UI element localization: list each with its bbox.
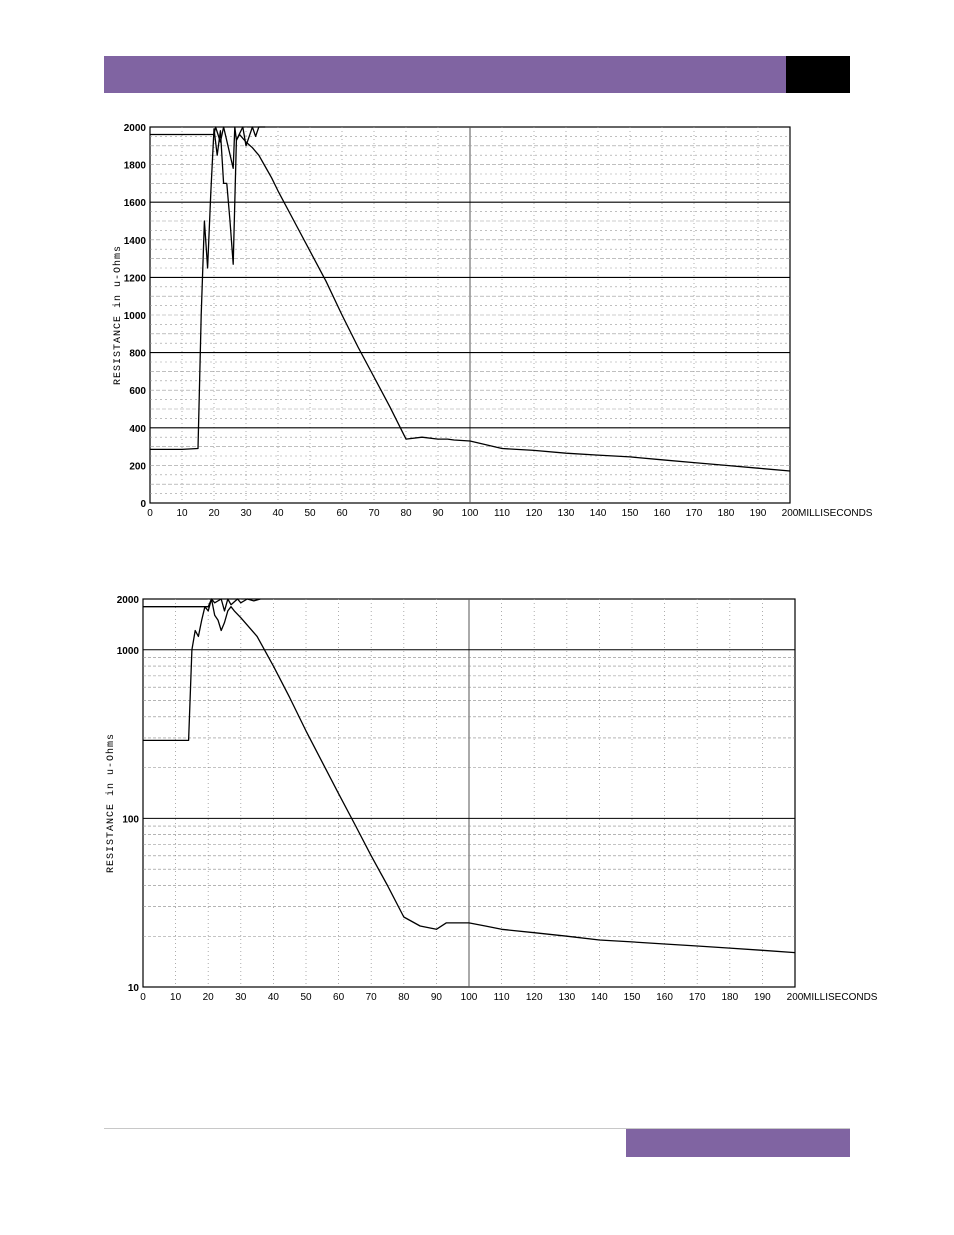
y-tick-label: 2000 — [117, 595, 140, 606]
x-tick-label: 100 — [461, 992, 478, 1003]
x-tick-label: 180 — [721, 992, 738, 1003]
footer-bar — [626, 1129, 850, 1157]
x-tick-label: 150 — [624, 992, 641, 1003]
y-tick-label: 600 — [129, 386, 146, 397]
x-tick-label: 0 — [140, 992, 146, 1003]
y-tick-label: 1400 — [124, 236, 147, 247]
header-bar — [104, 56, 786, 93]
x-tick-label: 160 — [656, 992, 673, 1003]
x-tick-label: 10 — [176, 508, 188, 519]
x-tick-label: 150 — [622, 508, 639, 519]
x-tick-label: 190 — [750, 508, 767, 519]
x-tick-label: 60 — [336, 508, 348, 519]
y-tick-label: 100 — [122, 814, 139, 825]
x-tick-label: 40 — [272, 508, 284, 519]
x-tick-label: 130 — [558, 508, 575, 519]
x-tick-label: 170 — [686, 508, 703, 519]
x-tick-label: 70 — [366, 992, 378, 1003]
x-tick-label: 140 — [590, 508, 607, 519]
x-tick-label: 50 — [304, 508, 316, 519]
x-tick-label: 80 — [398, 992, 410, 1003]
x-tick-label: 90 — [432, 508, 444, 519]
resistance-trace — [150, 128, 791, 472]
saturated-trace — [143, 598, 261, 612]
x-tick-label: 0 — [147, 508, 153, 519]
linear-resistance-chart: 0 10 20 30 40 50 60 70 80 90 100 110 120 130 140 150 160… — [112, 123, 873, 519]
y-tick-label: 400 — [129, 424, 146, 435]
resistance-trace — [143, 598, 796, 954]
x-tick-label: 200 — [782, 508, 799, 519]
y-tick-label: 1000 — [124, 311, 147, 322]
header-page-box — [786, 56, 850, 93]
x-tick-label: 70 — [368, 508, 380, 519]
x-tick-label: 190 — [754, 992, 771, 1003]
x-tick-label: 80 — [400, 508, 412, 519]
x-tick-label: 170 — [689, 992, 706, 1003]
y-tick-label: 0 — [140, 499, 146, 510]
y-tick-label: 1800 — [124, 161, 147, 172]
footer-rule — [104, 1128, 850, 1129]
x-axis-label: MILLISECONDS — [798, 508, 873, 519]
x-tick-label: 30 — [240, 508, 252, 519]
y-axis-label: RESISTANCE in u-Ohms — [105, 733, 117, 873]
x-tick-label: 100 — [462, 508, 479, 519]
x-tick-label: 160 — [654, 508, 671, 519]
x-tick-label: 20 — [208, 508, 220, 519]
x-tick-label: 10 — [170, 992, 182, 1003]
y-tick-label: 800 — [129, 349, 146, 360]
saturated-trace — [150, 126, 266, 170]
x-tick-label: 110 — [494, 508, 510, 519]
y-tick-label: 10 — [128, 983, 140, 994]
x-tick-label: 200 — [787, 992, 804, 1003]
x-tick-label: 20 — [203, 992, 215, 1003]
x-tick-label: 130 — [558, 992, 575, 1003]
x-tick-label: 120 — [526, 992, 543, 1003]
y-tick-label: 1600 — [124, 198, 147, 209]
y-tick-label: 200 — [129, 461, 146, 472]
x-tick-label: 110 — [494, 992, 510, 1003]
y-tick-label: 1200 — [124, 273, 147, 284]
x-tick-label: 30 — [235, 992, 247, 1003]
x-tick-label: 40 — [268, 992, 280, 1003]
x-tick-label: 140 — [591, 992, 608, 1003]
x-axis-label: MILLISECONDS — [803, 992, 878, 1003]
y-tick-label: 1000 — [117, 646, 140, 657]
y-tick-label: 2000 — [124, 123, 147, 134]
log-resistance-chart: 0 10 20 30 40 50 60 70 80 90 100 110 120 130 140 150 160… — [105, 595, 878, 1003]
x-tick-label: 90 — [431, 992, 443, 1003]
x-tick-label: 180 — [718, 508, 735, 519]
x-tick-label: 60 — [333, 992, 345, 1003]
x-tick-label: 120 — [526, 508, 543, 519]
y-axis-label: RESISTANCE in u-Ohms — [112, 245, 124, 385]
x-tick-label: 50 — [300, 992, 312, 1003]
